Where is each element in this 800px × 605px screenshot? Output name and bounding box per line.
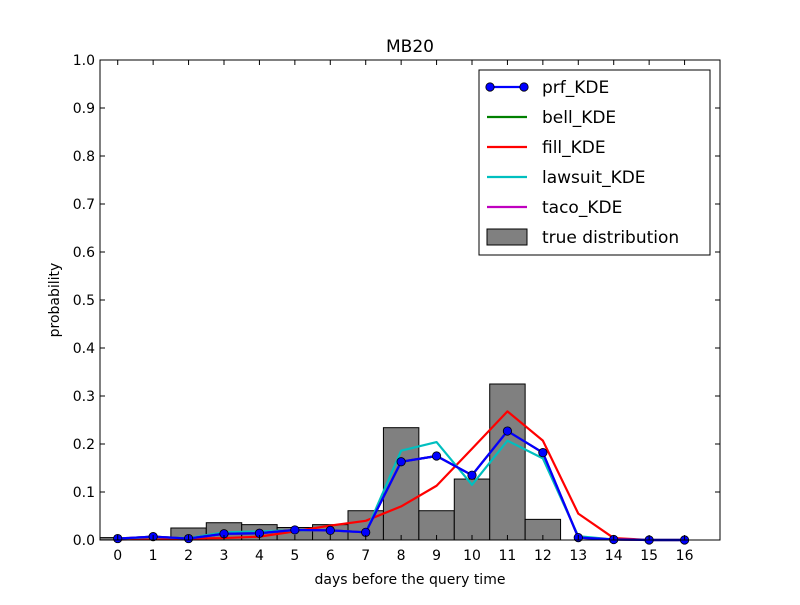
chart-title: MB20 bbox=[386, 37, 434, 57]
y-tick-label: 0.5 bbox=[73, 293, 95, 309]
legend-box bbox=[478, 69, 711, 256]
data-point-prf-kde bbox=[396, 457, 406, 467]
y-tick-label: 0.1 bbox=[73, 485, 95, 501]
legend-label: bell_KDE bbox=[542, 108, 616, 128]
legend-marker bbox=[485, 82, 495, 92]
x-tick-label: 12 bbox=[534, 548, 552, 564]
x-tick-label: 15 bbox=[640, 548, 658, 564]
y-tick-label: 0.2 bbox=[73, 437, 95, 453]
series-line-fill-kde bbox=[117, 410, 685, 542]
x-tick-label: 0 bbox=[113, 548, 122, 564]
x-tick-label: 8 bbox=[397, 548, 406, 564]
x-tick-label: 1 bbox=[149, 548, 158, 564]
data-point-prf-kde bbox=[502, 426, 513, 436]
legend-swatch-histogram bbox=[486, 228, 528, 246]
x-tick-label: 9 bbox=[432, 548, 441, 564]
y-tick-label: 1.0 bbox=[73, 53, 95, 69]
legend-label: taco_KDE bbox=[542, 198, 622, 218]
legend-label: true distribution bbox=[542, 228, 679, 248]
y-tick-label: 0.0 bbox=[73, 533, 95, 549]
histogram-bar bbox=[489, 383, 526, 541]
legend-marker bbox=[519, 82, 529, 92]
y-tick-label: 0.8 bbox=[73, 149, 95, 165]
data-point-prf-kde bbox=[325, 525, 335, 536]
legend: prf_KDE bell_KDE fill_KDE lawsuit_KDE taco_K… bbox=[478, 69, 711, 256]
x-tick-label: 7 bbox=[361, 548, 370, 564]
ticks-layer: 0 1 2 3 4 5 6 7 8 9 10 11 12 13 14 15 160.00.10.20.30.40… bbox=[73, 53, 720, 564]
legend-label: prf_KDE bbox=[542, 78, 609, 98]
x-tick-label: 4 bbox=[255, 548, 264, 564]
legend-label: lawsuit_KDE bbox=[542, 168, 646, 188]
x-tick-label: 5 bbox=[290, 548, 299, 564]
data-point-prf-kde bbox=[538, 448, 548, 458]
data-point-prf-kde bbox=[290, 525, 300, 535]
legend-label: fill_KDE bbox=[542, 138, 606, 158]
y-axis-title: probability bbox=[47, 263, 63, 338]
y-tick-label: 0.9 bbox=[73, 101, 95, 117]
histogram-bar bbox=[382, 427, 420, 541]
x-tick-label: 10 bbox=[463, 548, 481, 564]
x-tick-label: 6 bbox=[326, 548, 335, 564]
x-axis-title: days before the query time bbox=[315, 572, 506, 588]
x-tick-label: 3 bbox=[220, 548, 229, 564]
y-tick-label: 0.6 bbox=[73, 245, 95, 261]
data-point-prf-kde bbox=[467, 470, 477, 480]
x-tick-label: 14 bbox=[605, 548, 623, 564]
y-tick-label: 0.4 bbox=[73, 341, 95, 357]
x-tick-label: 11 bbox=[499, 548, 517, 564]
data-point-prf-kde bbox=[431, 451, 442, 461]
y-tick-label: 0.7 bbox=[73, 197, 95, 213]
x-tick-label: 2 bbox=[184, 548, 193, 564]
x-tick-label: 13 bbox=[569, 548, 587, 564]
x-tick-label: 16 bbox=[676, 548, 694, 564]
histogram-bar bbox=[453, 478, 491, 541]
y-tick-label: 0.3 bbox=[73, 389, 95, 405]
